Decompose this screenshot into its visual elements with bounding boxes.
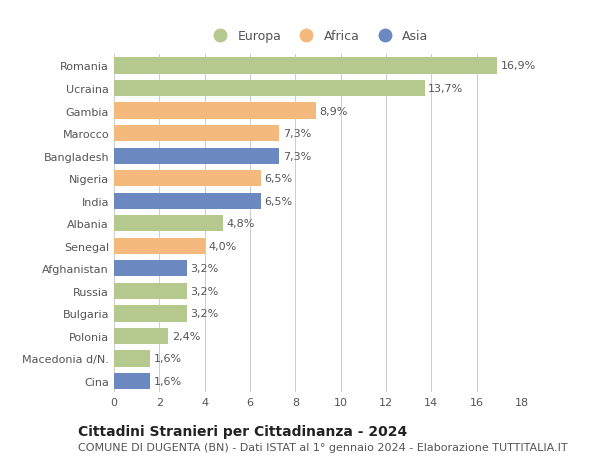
Text: 8,9%: 8,9% xyxy=(319,106,347,116)
Text: 4,0%: 4,0% xyxy=(208,241,236,251)
Text: 1,6%: 1,6% xyxy=(154,376,182,386)
Text: 7,3%: 7,3% xyxy=(283,151,311,161)
Text: 4,8%: 4,8% xyxy=(226,219,254,229)
Text: 13,7%: 13,7% xyxy=(428,84,463,94)
Text: 6,5%: 6,5% xyxy=(265,174,293,184)
Bar xyxy=(114,58,497,74)
Legend: Europa, Africa, Asia: Europa, Africa, Asia xyxy=(205,28,431,45)
Bar xyxy=(114,193,262,209)
Bar xyxy=(114,261,187,277)
Bar xyxy=(114,283,187,299)
Text: 2,4%: 2,4% xyxy=(172,331,200,341)
Text: COMUNE DI DUGENTA (BN) - Dati ISTAT al 1° gennaio 2024 - Elaborazione TUTTITALIA: COMUNE DI DUGENTA (BN) - Dati ISTAT al 1… xyxy=(78,442,568,452)
Text: 3,2%: 3,2% xyxy=(190,309,218,319)
Text: 6,5%: 6,5% xyxy=(265,196,293,206)
Bar xyxy=(114,148,280,164)
Text: 16,9%: 16,9% xyxy=(500,62,536,71)
Text: Cittadini Stranieri per Cittadinanza - 2024: Cittadini Stranieri per Cittadinanza - 2… xyxy=(78,425,407,438)
Text: 7,3%: 7,3% xyxy=(283,129,311,139)
Bar xyxy=(114,216,223,232)
Bar xyxy=(114,126,280,142)
Bar xyxy=(114,351,150,367)
Bar xyxy=(114,238,205,254)
Bar xyxy=(114,103,316,119)
Bar xyxy=(114,171,262,187)
Text: 3,2%: 3,2% xyxy=(190,286,218,296)
Bar xyxy=(114,81,425,97)
Text: 1,6%: 1,6% xyxy=(154,354,182,364)
Bar xyxy=(114,328,169,344)
Text: 3,2%: 3,2% xyxy=(190,264,218,274)
Bar xyxy=(114,373,150,389)
Bar xyxy=(114,306,187,322)
